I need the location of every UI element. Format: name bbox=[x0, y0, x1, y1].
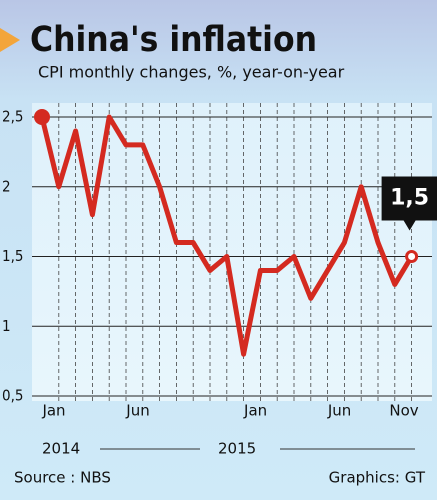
start-point bbox=[34, 109, 50, 125]
x-tick-label: Jun bbox=[327, 402, 351, 420]
annotation-box bbox=[381, 176, 437, 231]
y-tick-label: 2,5 bbox=[2, 108, 23, 126]
x-tick-label: Jun bbox=[125, 402, 149, 420]
year-label: 2014 bbox=[42, 440, 80, 458]
x-tick-label: Nov bbox=[389, 402, 418, 420]
credit: Graphics: GT bbox=[329, 469, 426, 487]
y-tick-label: 1 bbox=[2, 317, 11, 335]
y-tick-label: 0,5 bbox=[2, 387, 23, 405]
x-tick-label: Jan bbox=[41, 402, 65, 420]
data-line bbox=[39, 114, 414, 357]
year-label: 2015 bbox=[218, 440, 256, 458]
y-tick-label: 1,5 bbox=[2, 247, 23, 265]
annotation: 1,5 bbox=[390, 186, 429, 211]
source: Source : NBS bbox=[14, 469, 111, 487]
title-marker bbox=[0, 28, 20, 52]
plot-area bbox=[32, 103, 432, 401]
chart-subtitle: CPI monthly changes, %, year-on-year bbox=[38, 63, 345, 82]
y-tick-label: 2 bbox=[2, 177, 11, 195]
chart-title: China's inflation bbox=[30, 20, 317, 60]
end-point bbox=[405, 250, 419, 263]
x-tick-label: Jan bbox=[243, 402, 267, 420]
